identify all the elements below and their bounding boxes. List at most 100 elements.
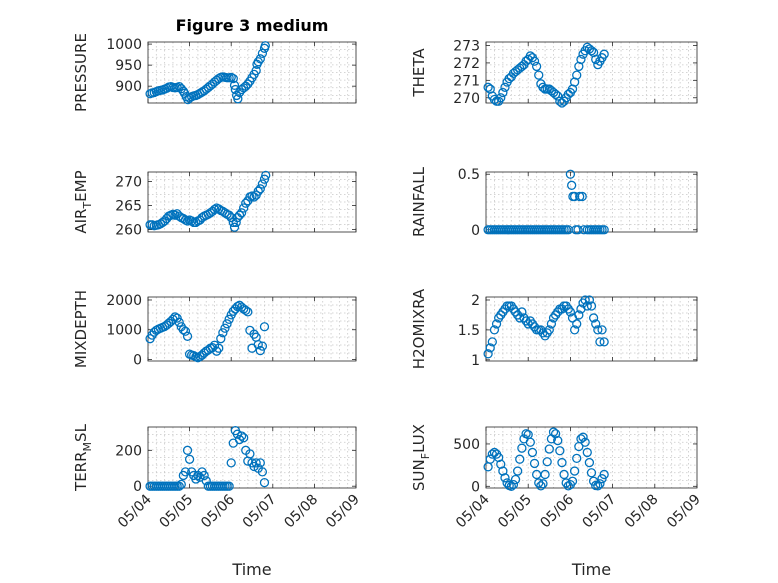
x-tick-label: 05/04 (453, 491, 493, 531)
data-point (572, 319, 582, 329)
data-point (487, 337, 497, 347)
axes-box (147, 171, 357, 233)
x-tick-label: 05/06 (198, 491, 238, 531)
x-tick-label: 05/07 (580, 492, 620, 532)
data-point (253, 339, 263, 350)
data-point (577, 191, 587, 202)
data-point (180, 467, 191, 477)
data-point (557, 457, 567, 468)
data-point (224, 481, 234, 491)
x-tick-label: 05/08 (281, 492, 321, 532)
data-point (548, 427, 559, 437)
data-point (255, 54, 265, 64)
data-point (567, 180, 577, 190)
data-point (534, 70, 544, 80)
data-point (257, 467, 268, 477)
subplot-pressure: 900 950 1000 PRESSURE Figure 3 medium (72, 16, 357, 112)
data-point (565, 169, 576, 179)
data-point (550, 429, 561, 439)
data-point (178, 86, 189, 96)
x-tick-label: 05/09 (323, 492, 363, 532)
data-point (580, 295, 590, 305)
data-point (222, 319, 232, 329)
data-point (595, 337, 605, 347)
y-tick-label: 0.5 (458, 167, 480, 183)
data-point (229, 222, 240, 232)
data-point (251, 65, 261, 76)
data-point (513, 466, 523, 476)
data-point (182, 331, 193, 341)
data-point (567, 476, 578, 486)
data-point (553, 91, 563, 101)
y-tick-label: 0 (471, 479, 480, 495)
data-point (540, 469, 550, 480)
data-point (584, 295, 595, 305)
data-point (593, 481, 603, 491)
data-point (553, 435, 563, 446)
data-point (572, 70, 582, 80)
data-point (542, 457, 552, 467)
data-point (529, 56, 540, 66)
data-point (259, 477, 270, 488)
data-point (544, 325, 554, 335)
x-tick-label: 05/05 (157, 492, 197, 532)
data-point (261, 170, 271, 181)
y-tick-label: 265 (115, 199, 142, 215)
axes-box (147, 41, 357, 104)
data-point (257, 179, 268, 189)
y-tick-label: 270 (115, 175, 142, 191)
data-point (575, 191, 585, 202)
data-point (550, 89, 561, 99)
y-tick-label: 2 (471, 293, 480, 309)
y-axis-label: MIXDEPTH (72, 290, 90, 368)
y-tick-label: 0 (471, 223, 480, 239)
data-point (236, 208, 247, 218)
data-point (243, 79, 253, 89)
data-point (224, 210, 234, 220)
data-point (588, 313, 599, 323)
data-point (569, 325, 580, 335)
data-point (170, 210, 180, 220)
data-point (565, 307, 576, 317)
data-point (599, 337, 609, 347)
data-point (597, 325, 607, 335)
data-point (538, 479, 548, 489)
data-point (593, 325, 603, 335)
data-point (216, 334, 226, 344)
data-point (174, 481, 184, 491)
subplot-sun_flux: 0 500 05/04 05/05 05/06 05/07 05/08 05/09 SUNFLU… (410, 424, 704, 579)
y-axis-label: PRESSURE (72, 33, 90, 112)
y-tick-label: 1000 (106, 37, 142, 53)
y-tick-label: 272 (453, 56, 480, 72)
y-tick-label: 270 (453, 91, 480, 107)
x-tick-label: 05/04 (115, 491, 155, 531)
data-point (496, 459, 506, 469)
data-point (233, 94, 243, 104)
data-point (483, 82, 493, 92)
data-point (538, 82, 548, 92)
y-axis-label: RAINFALL (410, 166, 428, 237)
data-point (253, 186, 263, 196)
chart-title: Figure 3 medium (176, 16, 329, 35)
data-point (174, 317, 184, 327)
y-tick-label: 1 (471, 353, 480, 369)
y-axis-label: H2OMIXRA (410, 288, 428, 369)
y-tick-label: 0 (133, 353, 142, 369)
data-point (253, 57, 263, 67)
data-point (576, 54, 586, 65)
data-point (531, 61, 542, 72)
data-point (517, 443, 527, 453)
data-point (498, 466, 508, 476)
data-point (257, 341, 268, 351)
data-point (245, 449, 255, 459)
data-point (260, 41, 270, 51)
data-point (559, 469, 569, 480)
x-tick-label: 05/08 (622, 492, 662, 532)
data-point (224, 314, 234, 324)
x-axis-label: Time (571, 560, 611, 579)
data-point (485, 454, 495, 464)
data-point (494, 452, 504, 463)
data-point (510, 474, 521, 485)
data-point (582, 301, 592, 311)
data-point (489, 94, 500, 105)
